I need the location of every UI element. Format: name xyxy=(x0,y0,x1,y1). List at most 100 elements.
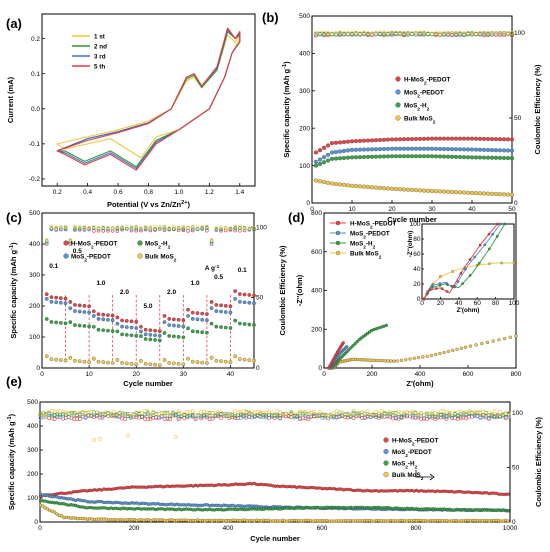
panel-b-capacity-point xyxy=(453,190,459,195)
panel-e-ce-point xyxy=(272,412,277,417)
panel-c-capacity-point xyxy=(209,300,214,304)
panel-c-capacity-point xyxy=(134,319,139,324)
panel-b-capacity-point xyxy=(349,139,355,144)
panel-c-capacity-point xyxy=(242,357,247,362)
panel-e-ce-point xyxy=(337,410,342,415)
panel-c-ce-point xyxy=(77,226,82,231)
panel-c-ce-point xyxy=(228,226,233,230)
panel-e-ce-point xyxy=(207,411,212,416)
panel-c-legend-label: Bulk MoS2 xyxy=(145,253,177,263)
panel-d-nyquist-point xyxy=(353,342,357,346)
panel-d-inset-point xyxy=(425,292,429,296)
panel-c-capacity-point xyxy=(124,361,129,366)
panel-c-capacity-point xyxy=(115,315,120,320)
panel-c-capacity-point xyxy=(68,355,73,360)
panel-e-ce-point xyxy=(348,414,353,418)
panel-b-capacity-point xyxy=(393,154,399,159)
panel-e-ce-point xyxy=(357,412,362,417)
panel-a-x-tick-label: 0.2 xyxy=(53,189,62,196)
panel-c-ce-point xyxy=(233,224,237,229)
panel-e-ce-point xyxy=(399,414,404,419)
panel-c-ce-point xyxy=(172,224,176,229)
panel-e-x-tick-label: 0 xyxy=(38,525,42,532)
panel-b-capacity-point xyxy=(389,137,395,142)
panel-e-ce-point xyxy=(111,409,116,414)
panel-c-capacity-point xyxy=(91,356,96,361)
panel-c-rate-label: 2.0 xyxy=(120,289,129,296)
panel-b-capacity-point xyxy=(325,152,331,157)
panel-e-ce-point xyxy=(484,415,488,420)
panel-d-inset-x-tick-label: 20 xyxy=(437,300,445,307)
panel-e-ce-point xyxy=(83,415,88,420)
panel-b-capacity-point xyxy=(449,189,455,195)
panel-d-inset-point xyxy=(477,261,481,265)
panel-d-nyquist-point xyxy=(459,346,463,350)
panel-b-ce-point xyxy=(389,30,394,35)
panel-d-y-tick-label: 200 xyxy=(311,326,322,333)
panel-e-ce-point xyxy=(230,412,235,417)
panel-b-capacity-point xyxy=(437,146,443,151)
panel-e-ce-point xyxy=(190,409,195,414)
panel-b-capacity-point xyxy=(489,191,495,196)
panel-e-axis-arrow-head xyxy=(429,473,435,481)
panel-e-x-tick-label: 400 xyxy=(223,525,234,532)
panel-c-capacity-point xyxy=(143,332,148,337)
panel-b-capacity-point xyxy=(397,146,403,151)
panel-d-nyquist-point xyxy=(434,352,438,357)
panel-c-capacity-point xyxy=(106,328,110,333)
panel-b-capacity-point xyxy=(409,146,415,151)
panel-c-ce-point xyxy=(87,226,91,231)
panel-e-ce-point xyxy=(478,416,483,420)
panel-d-inset-point xyxy=(431,283,434,287)
panel-b-capacity-point xyxy=(489,155,495,160)
panel-e-ce-point xyxy=(436,413,440,418)
panel-b-capacity-point xyxy=(429,136,435,141)
panel-e-ce-point xyxy=(66,410,71,415)
panel-b-capacity-point xyxy=(381,137,387,142)
panel-c-ce-point xyxy=(120,225,124,229)
panel-e-ce-point xyxy=(458,414,463,419)
panel-e-ce-point xyxy=(182,411,187,416)
panel-c-capacity-point xyxy=(195,329,200,334)
panel-c-capacity-point xyxy=(153,338,157,342)
panel-b-capacity-point xyxy=(433,189,439,194)
panel-b-ce-point xyxy=(365,31,370,36)
panel-b-x-tick-label: 30 xyxy=(428,206,436,213)
panel-c-ce-point xyxy=(157,225,162,229)
panel-b-plot-frame xyxy=(311,15,513,204)
panel-c-capacity-point xyxy=(219,359,223,364)
panel-e-x-axis-label: Cycle number xyxy=(250,534,300,543)
panel-b-capacity-point xyxy=(361,147,367,152)
panel-d-inset-point xyxy=(500,261,504,265)
panel-e-ce-point xyxy=(204,415,209,420)
panel-c-capacity-point xyxy=(124,325,129,329)
panel-b-capacity-point xyxy=(397,187,403,192)
panel-b-capacity-point xyxy=(489,148,495,153)
panel-e-ce-point xyxy=(286,414,291,419)
panel-e-ce-point xyxy=(334,409,339,413)
panel-e-ce-point xyxy=(289,409,294,414)
panel-b-capacity-point xyxy=(377,147,383,152)
panel-b-capacity-point xyxy=(349,147,355,152)
panel-c-capacity-point xyxy=(233,354,238,359)
panel-c-x-tick-label: 20 xyxy=(133,371,141,378)
panel-d-inset-point xyxy=(429,288,432,292)
panel-c-capacity-point xyxy=(167,361,172,365)
panel-e-ce-point xyxy=(72,417,77,421)
panel-d-nyquist-point xyxy=(408,357,412,361)
panel-d-inset-point xyxy=(459,272,463,275)
panel-c-capacity-point xyxy=(129,333,134,338)
panel-c-capacity-point xyxy=(252,358,256,363)
panel-c-capacity-point xyxy=(252,323,256,327)
panel-e-ce-point xyxy=(340,410,345,415)
panel-b-capacity-point xyxy=(377,185,383,190)
panel-b-ce-point xyxy=(485,30,490,35)
panel-e-ce-point xyxy=(179,411,184,416)
panel-e-ce-point xyxy=(470,410,474,415)
panel-c-legend-marker xyxy=(137,240,143,246)
panel-c-label: (c) xyxy=(6,210,22,225)
panel-b-capacity-point xyxy=(365,147,371,152)
panel-c-capacity-point xyxy=(101,328,106,333)
panel-e-y-tick-label: 400 xyxy=(27,423,38,430)
panel-d-inset-y-tick-label: 80 xyxy=(413,236,421,243)
